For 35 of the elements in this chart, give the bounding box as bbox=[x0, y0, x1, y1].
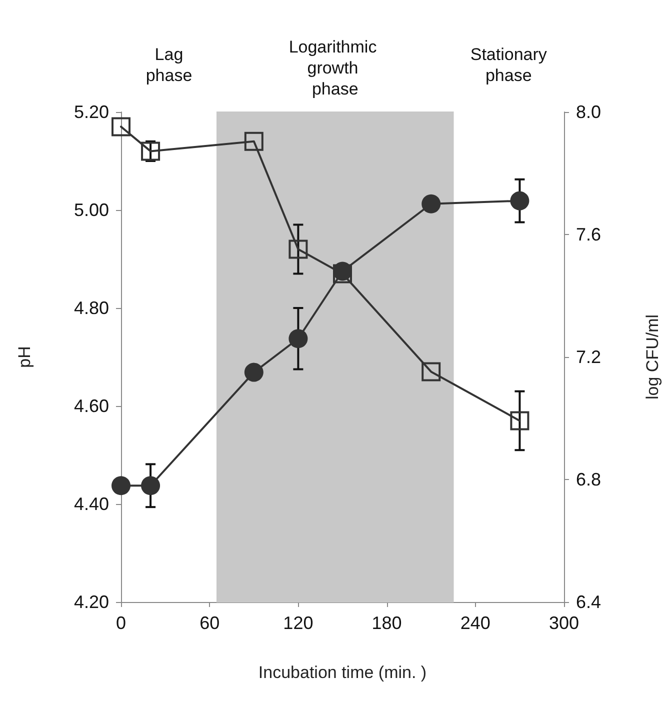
y-axis-title: pH bbox=[15, 346, 34, 368]
y-tick-label: 4.60 bbox=[74, 396, 109, 416]
text: Stationary phase bbox=[470, 45, 548, 85]
y2-tick-label: 8.0 bbox=[576, 102, 602, 122]
point bbox=[510, 191, 530, 210]
point bbox=[141, 476, 160, 496]
point bbox=[510, 411, 530, 430]
point bbox=[112, 117, 130, 136]
y2-tick-label: 7.2 bbox=[576, 347, 602, 367]
x-tick-label: 300 bbox=[548, 613, 580, 633]
point bbox=[288, 329, 308, 348]
y2-tick-label: 6.8 bbox=[576, 470, 602, 490]
y2-axis-title: log CFU/ml bbox=[643, 314, 662, 400]
x-tick-label: 0 bbox=[116, 613, 126, 633]
point bbox=[112, 476, 130, 496]
point bbox=[422, 362, 441, 382]
y-tick-label: 5.20 bbox=[74, 102, 109, 122]
band-label: Logarithmic growth phase bbox=[288, 38, 382, 98]
x-axis-title: Incubation time (min. ) bbox=[258, 663, 427, 682]
point bbox=[244, 132, 264, 151]
y2-tick-label: 6.4 bbox=[576, 592, 602, 612]
x-tick-label: 60 bbox=[200, 613, 220, 633]
x-tick-label: 180 bbox=[372, 613, 402, 633]
y-tick-label: 4.40 bbox=[74, 494, 109, 514]
point bbox=[141, 142, 160, 161]
y-tick-label: 4.20 bbox=[74, 592, 109, 612]
point bbox=[422, 194, 441, 214]
y-tick-label: 5.00 bbox=[74, 200, 109, 220]
y-tick-label: 4.80 bbox=[74, 298, 109, 318]
point bbox=[244, 362, 264, 382]
y2-tick-label: 7.6 bbox=[576, 224, 602, 244]
x-tick-label: 120 bbox=[283, 613, 314, 633]
point bbox=[288, 240, 308, 259]
text: Lag phase bbox=[146, 45, 192, 85]
x-tick-label: 240 bbox=[460, 613, 490, 633]
